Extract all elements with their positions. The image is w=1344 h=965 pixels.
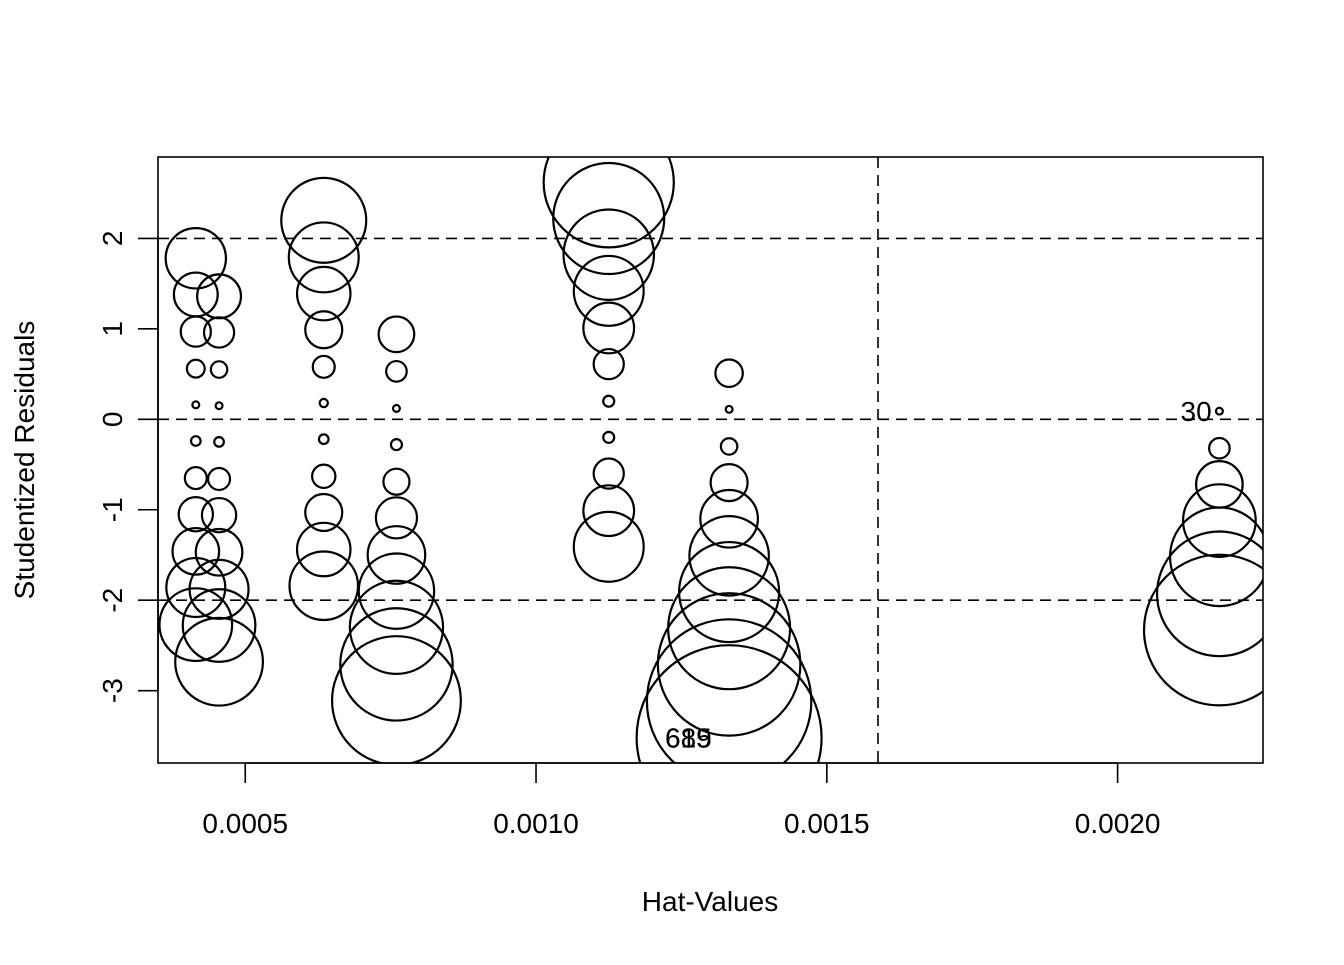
x-tick-label: 0.0005 [202, 808, 288, 839]
point [714, 358, 744, 388]
y-tick-label: -2 [97, 588, 128, 613]
point-id-label: 689 [665, 722, 712, 753]
point [280, 176, 368, 264]
point [287, 221, 360, 294]
points [158, 157, 1263, 763]
point [185, 358, 206, 379]
point [602, 430, 616, 444]
point [181, 588, 257, 663]
point [171, 526, 221, 576]
point [1181, 483, 1257, 559]
point [317, 433, 330, 446]
point [288, 550, 360, 622]
point [330, 635, 462, 763]
point [172, 271, 219, 318]
point [183, 466, 208, 491]
reference-lines [158, 157, 1263, 763]
point [667, 566, 792, 691]
point [724, 404, 734, 414]
point [174, 616, 265, 707]
point [177, 496, 215, 533]
point [295, 265, 352, 322]
point [194, 527, 244, 577]
point [164, 227, 228, 290]
point [213, 436, 225, 448]
point [688, 515, 770, 597]
x-tick-label: 0.0020 [1075, 808, 1161, 839]
point [592, 457, 625, 490]
point [1155, 530, 1263, 658]
y-tick-label: 0 [97, 412, 128, 428]
point [656, 592, 802, 737]
point [304, 310, 344, 350]
point [709, 463, 749, 503]
point [202, 316, 236, 349]
point [391, 403, 401, 413]
point [200, 496, 238, 534]
point [348, 579, 445, 676]
point [357, 552, 436, 630]
x-tick-label: 0.0010 [493, 808, 579, 839]
point [645, 618, 813, 763]
point [1208, 436, 1231, 460]
point [189, 435, 202, 447]
point-id-label: 30 [1181, 396, 1212, 427]
y-tick-label: -3 [97, 678, 128, 703]
point [602, 394, 616, 408]
plot-frame [157, 156, 1264, 764]
point [318, 397, 329, 409]
point [311, 354, 336, 379]
point [572, 254, 645, 327]
point [339, 607, 454, 722]
point [582, 301, 636, 355]
point [385, 359, 408, 383]
point [377, 315, 416, 354]
axes: 0.0005 0.0010 0.0015 0.0020 -3 -2 -1 0 1 2 [97, 231, 1161, 839]
point [366, 525, 427, 585]
point [196, 273, 243, 320]
point [209, 360, 229, 379]
point [158, 587, 234, 663]
point [304, 492, 344, 533]
y-tick-label: 2 [97, 231, 128, 247]
point [552, 161, 666, 276]
point [572, 510, 645, 583]
point [295, 521, 352, 578]
point [582, 484, 636, 538]
point [635, 644, 823, 763]
point [542, 157, 675, 249]
point [699, 488, 759, 549]
point [719, 437, 739, 456]
point [374, 496, 419, 540]
point [214, 401, 224, 411]
point [1142, 553, 1263, 707]
y-axis-label: Studentized Residuals [9, 321, 40, 600]
point [179, 315, 212, 348]
point [1214, 406, 1224, 416]
point [191, 400, 201, 410]
point [389, 438, 404, 452]
point [382, 467, 411, 496]
x-tick-label: 0.0015 [784, 808, 870, 839]
point [311, 463, 337, 490]
x-axis-label: Hat-Values [642, 886, 778, 917]
y-tick-label: 1 [97, 321, 128, 337]
point [207, 466, 232, 492]
y-tick-label: -1 [97, 497, 128, 522]
point-id-label: 615 [665, 722, 712, 753]
point [592, 347, 625, 381]
point [562, 208, 656, 301]
